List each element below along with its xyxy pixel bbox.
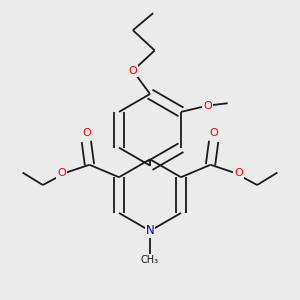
Text: O: O (203, 101, 212, 111)
Text: O: O (209, 128, 218, 138)
Text: O: O (128, 66, 137, 76)
Text: CH₃: CH₃ (141, 255, 159, 266)
Text: O: O (57, 168, 66, 178)
Text: O: O (82, 128, 91, 138)
Text: O: O (234, 168, 243, 178)
Text: N: N (146, 224, 154, 237)
